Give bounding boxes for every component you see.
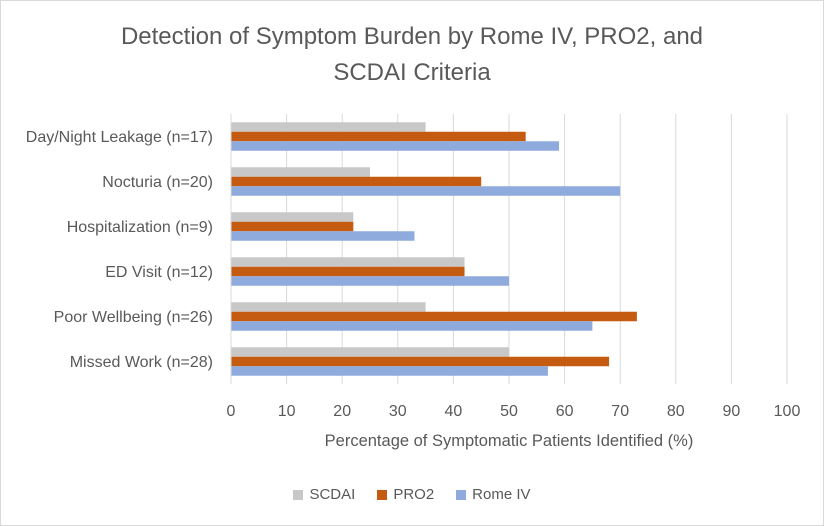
bar-pro2	[231, 311, 637, 322]
chart-title-line-2: SCDAI Criteria	[333, 59, 491, 86]
bar-rome-iv	[231, 276, 509, 286]
legend-item: PRO2	[377, 486, 434, 503]
x-tick-label: 70	[611, 403, 629, 420]
bar-scdai	[231, 302, 426, 312]
legend-item: SCDAI	[293, 486, 355, 503]
bar-rome-iv	[231, 366, 548, 376]
chart-title-line-1: Detection of Symptom Burden by Rome IV, …	[120, 23, 704, 50]
x-tick-label: 10	[278, 403, 296, 420]
bar-pro2	[231, 131, 526, 142]
x-tick-label: 80	[667, 403, 685, 420]
bar-scdai	[231, 167, 370, 177]
axes: 0 10 20 30 40 50 60 70 80 90 100 Day/Night Leakage …	[26, 114, 801, 420]
gridlines	[286, 114, 788, 384]
x-axis-title: Percentage of Symptomatic Patients Ident…	[325, 432, 694, 450]
bar-rome-iv	[231, 321, 593, 331]
bar-rome-iv	[231, 141, 560, 151]
x-tick-label: 50	[500, 403, 518, 420]
bar-scdai	[231, 122, 426, 132]
category-label: Day/Night Leakage (n=17)	[26, 129, 213, 146]
x-tick-label: 40	[445, 403, 463, 420]
category-label: Poor Wellbeing (n=26)	[54, 309, 213, 326]
bar-scdai	[231, 347, 509, 357]
x-tick-label: 20	[333, 403, 351, 420]
legend: SCDAI PRO2 Rome IV	[1, 486, 823, 503]
bar-rome-iv	[231, 231, 415, 241]
legend-swatch	[293, 489, 304, 500]
legend-label: Rome IV	[472, 486, 531, 503]
category-label: ED Visit (n=12)	[105, 264, 213, 281]
bar-pro2	[231, 356, 610, 367]
legend-label: PRO2	[393, 486, 435, 503]
x-tick-label: 0	[227, 403, 236, 420]
chart-title: Detection of Symptom Burden by Rome IV, …	[1, 19, 823, 91]
bar-pro2	[231, 221, 354, 232]
bar-scdai	[231, 257, 465, 267]
legend-item: Rome IV	[456, 486, 531, 503]
category-label: Hospitalization (n=9)	[67, 219, 213, 236]
x-tick-label: 30	[389, 403, 407, 420]
bars	[231, 122, 637, 376]
bar-rome-iv	[231, 186, 621, 196]
x-tick-label: 60	[556, 403, 574, 420]
category-label: Nocturia (n=20)	[102, 174, 213, 191]
legend-swatch	[456, 489, 467, 500]
x-tick-label: 90	[723, 403, 741, 420]
legend-label: SCDAI	[309, 486, 356, 503]
bar-scdai	[231, 212, 354, 222]
bar-pro2	[231, 176, 482, 187]
category-label: Missed Work (n=28)	[70, 354, 213, 371]
x-tick-label: 100	[774, 403, 801, 420]
legend-swatch	[377, 489, 388, 500]
bar-pro2	[231, 266, 465, 277]
